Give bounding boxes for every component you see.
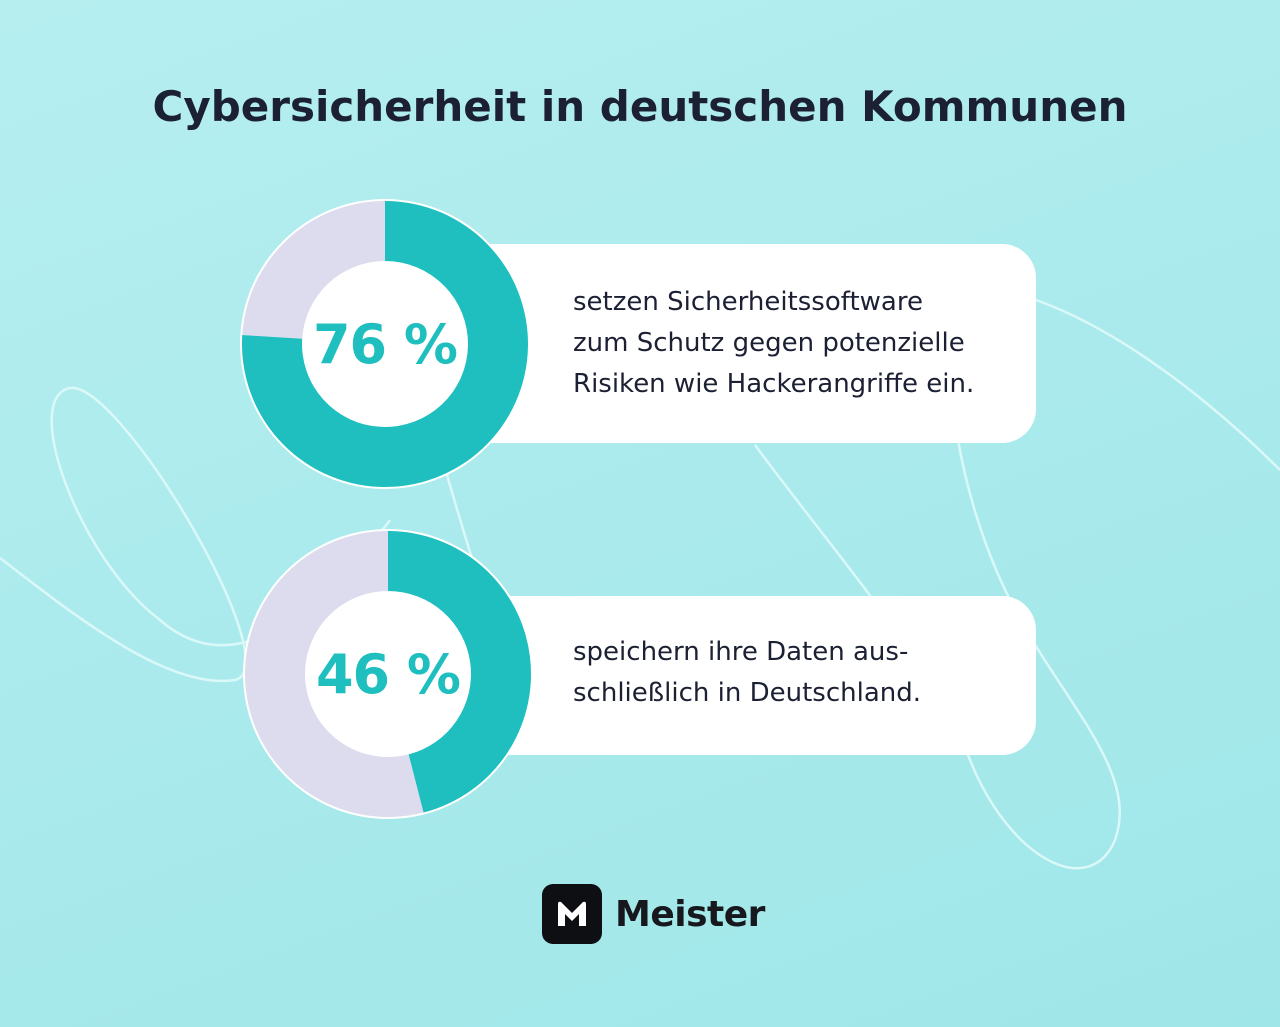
stat-description-line: setzen Sicherheitssoftware (573, 287, 923, 317)
brand-name: Meister (615, 893, 765, 935)
stat-description-line: speichern ihre Daten aus- (573, 637, 909, 667)
page-title: Cybersicherheit in deutschen Kommunen (152, 82, 1128, 131)
percentage-label: 46 % (315, 642, 461, 706)
percentage-label: 76 % (312, 312, 458, 376)
donut-chart-data-storage: 46 % (243, 529, 533, 819)
stat-card-software: setzen Sicherheitssoftware zum Schutz ge… (440, 244, 1036, 443)
donut-slice-remainder (244, 531, 424, 817)
stat-card-data-storage: speichern ihre Daten aus- schließlich in… (440, 596, 1036, 755)
donut-chart-software: 76 % (240, 199, 530, 489)
brand-logo: Meister (542, 884, 765, 944)
stat-description-line: zum Schutz gegen potenzielle (573, 328, 965, 358)
stat-description: setzen Sicherheitssoftware zum Schutz ge… (573, 282, 1016, 405)
stat-description-line: schließlich in Deutschland. (573, 678, 922, 708)
donut-slice-value (242, 201, 528, 487)
stat-description-line: Risiken wie Hackerangriffe ein. (573, 369, 975, 399)
meister-m-icon (542, 884, 602, 944)
donut-slice-value (388, 531, 531, 813)
stat-description: speichern ihre Daten aus- schließlich in… (573, 632, 1016, 714)
donut-slice-remainder (242, 201, 385, 339)
